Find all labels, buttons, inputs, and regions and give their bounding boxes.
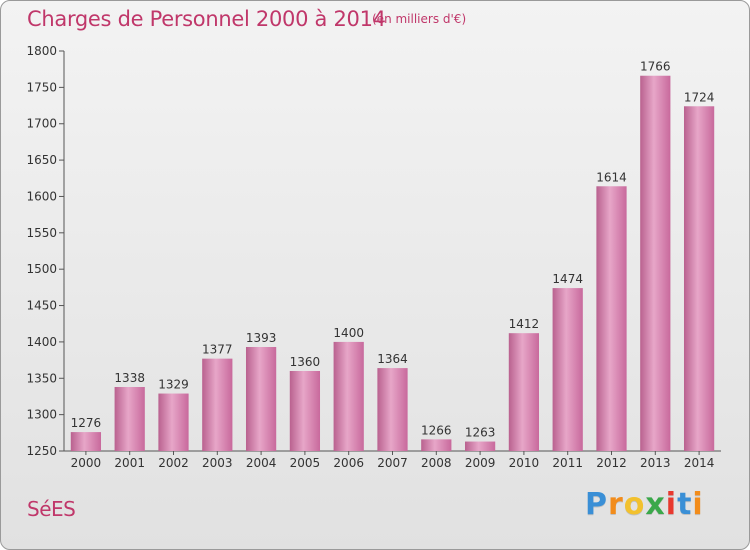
bar (421, 439, 452, 451)
bar (640, 75, 671, 452)
x-tick-label: 2006 (333, 456, 364, 470)
bar-value-label: 1724 (684, 90, 715, 104)
bar (508, 333, 540, 451)
y-tick-label: 1700 (26, 117, 57, 131)
x-tick-label: 2005 (290, 456, 321, 470)
logo-letter: r (608, 487, 624, 522)
bar (596, 186, 627, 452)
bar-value-label: 1329 (158, 378, 189, 392)
x-tick-label: 2011 (552, 456, 583, 470)
x-tick-label: 2013 (640, 456, 671, 470)
city-name: SéES (27, 497, 76, 521)
x-tick-label: 2000 (71, 456, 102, 470)
bar-value-label: 1400 (333, 326, 364, 340)
y-tick-label: 1600 (26, 189, 57, 203)
x-tick-label: 2001 (114, 456, 145, 470)
x-tick-label: 2010 (509, 456, 540, 470)
chart-title: Charges de Personnel 2000 à 2014 (27, 7, 386, 31)
bar-value-label: 1614 (596, 170, 627, 184)
x-tick-label: 2009 (465, 456, 496, 470)
chart-subtitle: (en milliers d'€) (372, 12, 467, 26)
y-tick-label: 1350 (26, 371, 57, 385)
y-tick-label: 1500 (26, 262, 57, 276)
proxiti-logo: Proxiti (585, 487, 704, 522)
y-tick-label: 1550 (26, 226, 57, 240)
bar-value-label: 1338 (114, 371, 145, 385)
bar-value-label: 1276 (71, 416, 102, 430)
bar (377, 368, 408, 451)
x-tick-label: 2004 (246, 456, 277, 470)
bar (114, 387, 145, 451)
logo-letter: i (692, 487, 704, 522)
bar (289, 371, 321, 451)
bar (464, 441, 496, 451)
bar (70, 432, 102, 451)
bar (552, 288, 583, 451)
bar (202, 358, 233, 451)
logo-letter: t (677, 487, 693, 522)
logo-letter: P (585, 487, 608, 522)
bar-value-label: 1360 (290, 355, 321, 369)
x-tick-label: 2003 (202, 456, 233, 470)
y-tick-label: 1750 (26, 80, 57, 94)
bar-value-label: 1393 (246, 331, 277, 345)
y-tick-label: 1450 (26, 299, 57, 313)
bar (333, 341, 364, 451)
bar-value-label: 1263 (465, 426, 496, 440)
bar-value-label: 1266 (421, 423, 452, 437)
logo-letter: x (645, 487, 666, 522)
y-tick-label: 1250 (26, 444, 57, 458)
data-labels: 1276 1338 1329 1377 1393 1360 1400 1364 1266 1263… (71, 60, 715, 440)
bar (245, 347, 277, 451)
x-tick-label: 2007 (377, 456, 408, 470)
logo-letter: o (623, 487, 646, 522)
x-tick-label: 2008 (421, 456, 452, 470)
bar-value-label: 1364 (377, 352, 408, 366)
logo-letter: i (665, 487, 678, 522)
y-tick-label: 1650 (26, 153, 57, 167)
bar (158, 393, 189, 451)
bar-value-label: 1766 (640, 60, 671, 74)
y-tick-label: 1400 (26, 335, 57, 349)
bar-value-label: 1474 (552, 272, 583, 286)
bar (683, 106, 715, 451)
y-tick-label: 1300 (26, 408, 57, 422)
bar-value-label: 1412 (509, 317, 540, 331)
bars (70, 75, 715, 452)
x-tick-label: 2012 (596, 456, 627, 470)
x-tick-label: 2002 (158, 456, 189, 470)
x-tick-label: 2014 (684, 456, 715, 470)
axes: 1250 1300 1350 1400 1450 1500 1550 1600 1650 1700… (26, 44, 721, 470)
bar-value-label: 1377 (202, 343, 233, 357)
y-tick-label: 1800 (26, 44, 57, 58)
